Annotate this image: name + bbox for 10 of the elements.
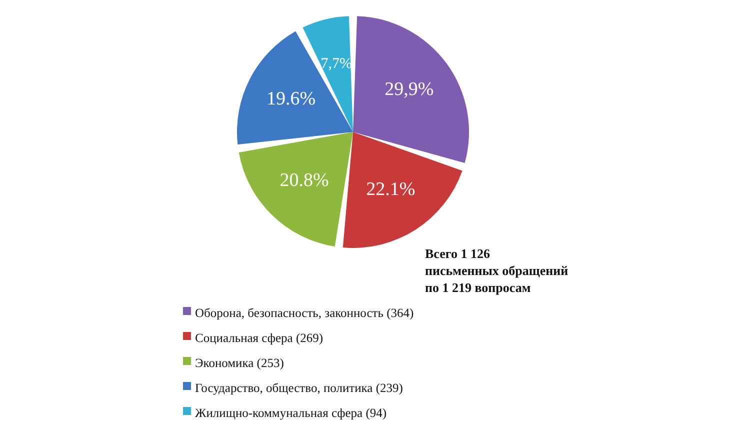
legend-label: Экономика (253) — [195, 356, 284, 370]
data-label: 29,9% — [384, 79, 434, 100]
legend-label: Социальная сфера (269) — [195, 330, 324, 345]
data-label: 20.8% — [280, 170, 329, 192]
data-label: 19.6% — [266, 88, 316, 110]
legend-label: Жилищно-коммунальная сфера (94) — [195, 406, 387, 420]
data-label: 22.1% — [366, 178, 416, 200]
legend-label: Государство, общество, политика (239) — [195, 380, 403, 395]
legend-label: Оборона, безопасность, законность (364) — [195, 306, 414, 320]
text: Всего 1 126 письменных обращений по 1 219 вопросам — [425, 246, 569, 295]
